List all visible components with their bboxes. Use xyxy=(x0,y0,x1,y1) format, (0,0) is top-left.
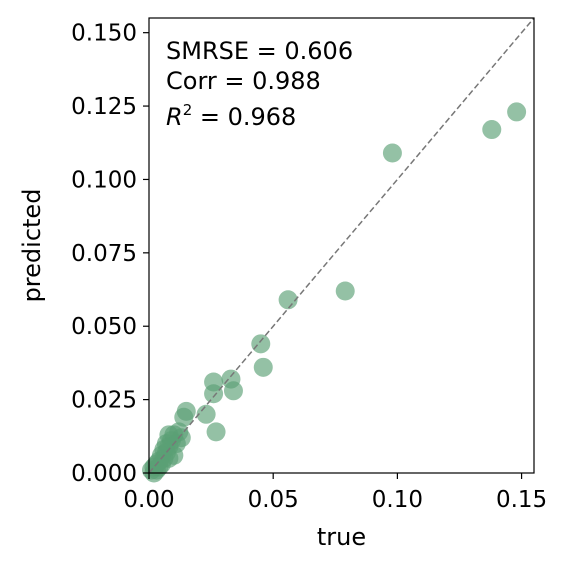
data-point xyxy=(335,281,355,301)
r2-value: = 0.968 xyxy=(192,103,296,131)
y-axis-label: predicted xyxy=(18,189,46,303)
data-point xyxy=(251,334,271,354)
x-tick-label: 0.05 xyxy=(248,487,299,513)
data-point xyxy=(278,290,298,310)
y-tick-label: 0.075 xyxy=(71,241,137,267)
y-tick-label: 0.025 xyxy=(71,388,137,414)
plot-frame xyxy=(148,17,535,474)
data-point xyxy=(507,102,527,122)
identity-reference-line xyxy=(148,17,535,474)
y-tick-label: 0.150 xyxy=(71,21,137,47)
data-point xyxy=(382,143,402,163)
y-axis: 0.000 0.025 0.050 0.075 0.100 0.125 0.150 xyxy=(71,21,149,487)
x-axis: 0.00 0.05 0.10 0.15 xyxy=(123,473,547,513)
corr-annotation: Corr = 0.988 xyxy=(166,67,321,95)
y-tick-label: 0.100 xyxy=(71,167,137,193)
data-point xyxy=(206,422,226,442)
x-tick-label: 0.15 xyxy=(496,487,547,513)
r2-symbol: R xyxy=(166,103,183,131)
y-tick-label: 0.050 xyxy=(71,314,137,340)
data-point xyxy=(223,381,243,401)
y-tick-label: 0.125 xyxy=(71,94,137,120)
r2-exponent: 2 xyxy=(183,101,193,119)
x-tick-label: 0.00 xyxy=(123,487,174,513)
smrse-annotation: SMRSE = 0.606 xyxy=(166,37,353,65)
y-tick-label: 0.000 xyxy=(71,461,137,487)
data-point xyxy=(482,120,502,140)
data-point xyxy=(174,407,194,427)
data-point xyxy=(204,384,224,404)
x-axis-label: true xyxy=(317,523,366,551)
data-point xyxy=(196,404,216,424)
r2-annotation: R2 = 0.968 xyxy=(166,101,296,131)
data-point xyxy=(253,357,273,377)
points-layer xyxy=(141,102,527,483)
x-tick-label: 0.10 xyxy=(372,487,423,513)
